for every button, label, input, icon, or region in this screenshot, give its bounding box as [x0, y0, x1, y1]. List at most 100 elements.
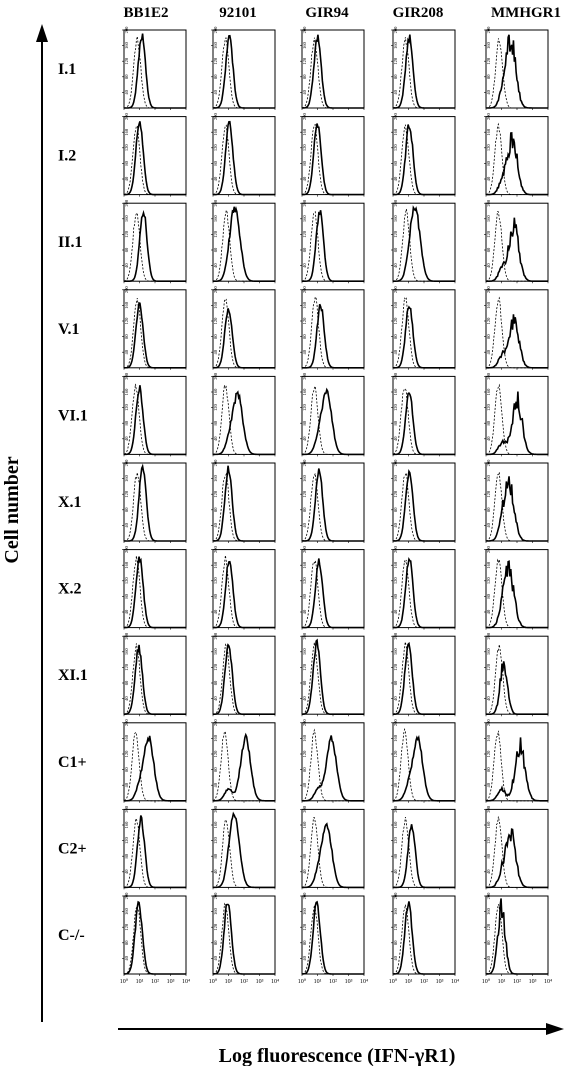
y-tick-label: 200 — [393, 372, 398, 380]
x-tick-label: 10² — [420, 979, 428, 985]
y-tick-label: 80 — [302, 160, 307, 165]
y-tick-label: 160 — [124, 128, 129, 136]
y-tick-label: 40 — [302, 955, 307, 960]
histogram-panel: 40 80 120 160 200 — [122, 26, 187, 110]
x-tick-label: 10⁰ — [120, 978, 129, 985]
panel-frame — [123, 462, 187, 542]
histogram-panel: 40 80 120 160 200 — [211, 26, 276, 110]
y-tick-label: 80 — [393, 940, 398, 945]
y-axis-label: Cell number — [1, 456, 23, 563]
y-tick-label: 200 — [486, 459, 491, 467]
y-tick-label: 80 — [302, 767, 307, 772]
y-tick-label: 200 — [486, 199, 491, 207]
stained-histogram — [392, 734, 455, 802]
y-tick-label: 160 — [213, 128, 218, 136]
stained-histogram — [301, 900, 364, 975]
y-tick-label: 200 — [486, 632, 491, 640]
y-tick-label: 80 — [124, 853, 129, 858]
y-tick-label: 160 — [486, 41, 491, 49]
y-tick-label: 40 — [393, 782, 398, 787]
y-tick-label: 200 — [486, 286, 491, 294]
x-tick-label: 10¹ — [498, 979, 506, 985]
y-tick-label: 40 — [124, 176, 129, 181]
stained-histogram — [123, 385, 186, 456]
stained-histogram — [486, 34, 548, 109]
y-tick-label: 200 — [124, 112, 129, 120]
stained-histogram — [302, 303, 364, 369]
y-tick-label: 200 — [213, 459, 218, 467]
y-tick-label: 200 — [302, 286, 307, 294]
y-tick-label: 80 — [486, 940, 491, 945]
x-axis-label: Log fluorescence (IFN-γR1) — [219, 1045, 456, 1066]
panel-frame — [301, 808, 365, 888]
y-tick-label: 160 — [486, 821, 491, 829]
y-tick-label: 160 — [124, 561, 129, 569]
y-tick-label: 80 — [124, 160, 129, 165]
y-tick-label: 80 — [213, 680, 218, 685]
y-tick-label: 120 — [393, 577, 398, 585]
histogram-panel: 40 80 120 160 200 — [300, 719, 365, 803]
y-tick-label: 40 — [213, 176, 218, 181]
y-tick-label: 120 — [302, 230, 307, 238]
y-tick-label: 200 — [486, 892, 491, 900]
y-tick-label: 200 — [302, 26, 307, 34]
y-tick-label: 40 — [486, 696, 491, 701]
y-tick-label: 120 — [393, 750, 398, 758]
panel-frame — [485, 808, 549, 888]
y-tick-label: 200 — [486, 26, 491, 34]
histogram-panel: 40 80 120 160 200 — [300, 805, 365, 890]
y-tick-label: 200 — [213, 26, 218, 34]
stained-histogram — [301, 34, 364, 109]
y-tick-label: 160 — [393, 474, 398, 482]
histogram-panel: 40 80 120 160 200 — [300, 112, 365, 197]
panel-frame — [485, 722, 549, 802]
histogram-panel: 40 80 120 160 200 — [391, 719, 456, 803]
histogram-panel: 40 80 120 160 200 — [484, 545, 549, 630]
control-histogram — [212, 384, 275, 455]
y-tick-label: 80 — [213, 74, 218, 79]
row-labels: I.1 I.2 II.1 V.1 VI.1 X.1 X.2 XI.1 C1+ C2+ C-/- — [58, 61, 88, 944]
y-tick-label: 160 — [124, 907, 129, 915]
histogram-panels: 4080120160200408012016020040801201602004… — [120, 26, 552, 985]
y-tick-label: 160 — [486, 907, 491, 915]
histogram-panel: 40 80 120 160 200 — [391, 632, 456, 717]
row-label: C2+ — [58, 840, 87, 857]
control-histogram — [301, 210, 364, 282]
y-tick-label: 120 — [393, 836, 398, 844]
panel-frame — [301, 462, 365, 542]
y-tick-label: 200 — [393, 459, 398, 467]
y-tick-label: 80 — [486, 334, 491, 339]
y-tick-label: 160 — [124, 821, 129, 829]
control-histogram — [212, 902, 275, 975]
histogram-panel: 40 80 120 160 200 — [211, 632, 276, 717]
stained-histogram — [302, 558, 364, 629]
y-tick-label: 40 — [486, 955, 491, 960]
stained-histogram — [302, 822, 364, 889]
y-tick-label: 120 — [213, 577, 218, 585]
y-tick-label: 120 — [124, 836, 129, 844]
y-tick-label: 120 — [302, 403, 307, 411]
y-tick-label: 160 — [302, 561, 307, 569]
histogram-panel: 40 80 120 160 200 — [300, 286, 365, 370]
histogram-panel: 40 80 120 160 200 — [211, 199, 276, 284]
y-tick-label: 40 — [393, 263, 398, 268]
histogram-panel: 40 80 120 160 200 — [484, 632, 549, 717]
y-tick-label: 200 — [393, 286, 398, 294]
y-tick-label: 40 — [486, 89, 491, 94]
y-tick-label: 200 — [486, 805, 491, 813]
panel-frame — [485, 375, 549, 455]
control-histogram — [212, 208, 275, 282]
histogram-panel: 40 80 120 160 200 — [211, 372, 276, 457]
y-tick-label: 160 — [393, 301, 398, 309]
y-tick-label: 200 — [124, 372, 129, 380]
control-histogram — [392, 124, 455, 195]
y-tick-label: 120 — [486, 403, 491, 411]
histogram-panel: 40 80 120 160 200 — [122, 719, 187, 803]
y-tick-label: 120 — [213, 923, 218, 931]
x-tick-label: 10⁰ — [298, 978, 307, 985]
y-tick-label: 120 — [393, 57, 398, 64]
stained-histogram — [212, 732, 275, 802]
y-tick-label: 160 — [213, 907, 218, 915]
y-tick-label: 120 — [486, 577, 491, 585]
